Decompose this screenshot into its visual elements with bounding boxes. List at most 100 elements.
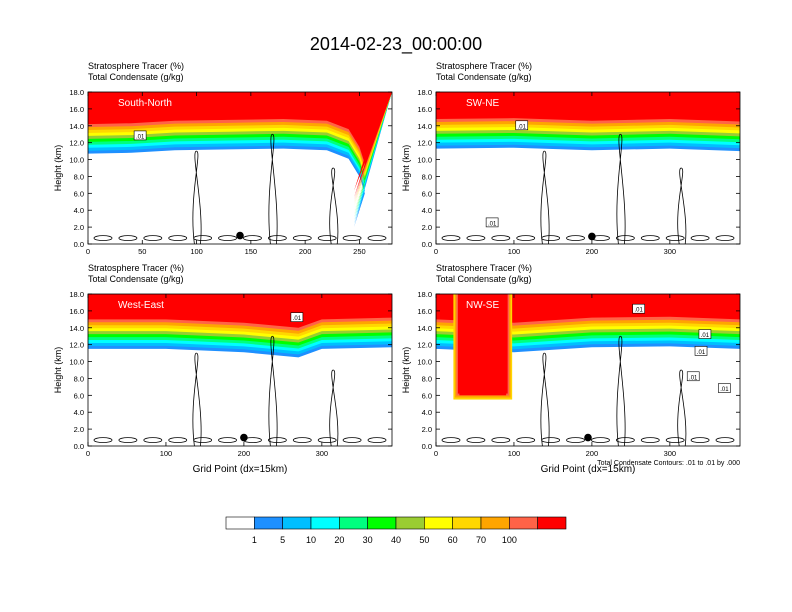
contour-label: .01 — [518, 124, 527, 130]
condensate-contour — [329, 369, 339, 446]
condensate-contour — [615, 437, 635, 443]
condensate-contour — [640, 235, 660, 241]
condensate-contour — [342, 437, 362, 443]
condensate-contour — [268, 335, 278, 446]
y-tick-label: 14.0 — [417, 324, 432, 333]
x-axis-label: Grid Point (dx=15km) — [193, 464, 288, 475]
inset-label: NW-SE — [466, 300, 499, 311]
condensate-contour — [267, 235, 287, 241]
panel-header-line: Total Condensate (g/kg) — [88, 72, 184, 82]
colorbar-label: 1 — [252, 535, 257, 545]
condensate-contour — [317, 437, 337, 443]
condensate-contour — [267, 437, 287, 443]
condensate-contours — [441, 335, 735, 446]
condensate-contour — [268, 133, 278, 244]
colorbar-swatch — [395, 516, 425, 530]
tracer-band — [88, 92, 392, 198]
panel-header-line: Total Condensate (g/kg) — [436, 274, 532, 284]
contour-label-box — [515, 120, 529, 131]
condensate-contour — [540, 150, 550, 244]
inset-label: West-East — [118, 300, 164, 311]
location-marker — [588, 232, 596, 241]
x-tick-label: 0 — [86, 247, 90, 256]
location-marker — [236, 231, 244, 240]
x-tick-label: 200 — [586, 449, 599, 458]
condensate-contour — [367, 437, 387, 443]
contour-label-box — [686, 371, 700, 382]
condensate-contour — [118, 437, 138, 443]
x-tick-label: 0 — [434, 449, 438, 458]
condensate-contour — [329, 167, 339, 244]
colorbar-swatch — [254, 516, 283, 530]
y-tick-label: 12.0 — [69, 139, 84, 148]
plot-frame — [435, 293, 741, 447]
condensate-contour — [218, 437, 237, 443]
y-tick-label: 12.0 — [417, 341, 432, 350]
y-tick-label: 0.0 — [74, 240, 84, 249]
contour-label: .01 — [701, 333, 710, 339]
plot-frame — [87, 91, 393, 245]
condensate-contour — [677, 167, 687, 244]
condensate-contour — [168, 235, 188, 241]
condensate-contour — [715, 235, 735, 241]
x-tick-label: 0 — [86, 449, 90, 458]
condensate-contour — [591, 437, 610, 443]
condensate-contour — [616, 335, 626, 446]
condensate-contour — [616, 133, 626, 244]
panel-4: Stratosphere Tracer (%)Total Condensate … — [401, 263, 741, 475]
y-tick-label: 6.0 — [74, 391, 84, 400]
x-tick-label: 250 — [353, 247, 366, 256]
x-tick-label: 300 — [664, 449, 677, 458]
condensate-contour — [218, 235, 237, 241]
colorbar-label: 40 — [391, 535, 401, 545]
panel-header-line: Stratosphere Tracer (%) — [88, 61, 184, 71]
colorbar-swatch — [310, 516, 340, 530]
condensate-contour — [690, 235, 710, 241]
colorbar-swatch — [537, 516, 567, 530]
x-tick-label: 50 — [138, 247, 146, 256]
colorbar-swatch — [424, 516, 453, 530]
y-tick-label: 10.0 — [69, 358, 84, 367]
inset-label: South-North — [118, 98, 172, 109]
condensate-contour — [93, 437, 113, 443]
condensate-contours — [441, 133, 735, 244]
colorbar-swatch — [480, 516, 510, 530]
colorbar-swatch — [282, 516, 312, 530]
condensate-contour — [516, 437, 536, 443]
condensate-contour — [441, 437, 461, 443]
y-tick-label: 6.0 — [74, 189, 84, 198]
y-tick-label: 10.0 — [69, 156, 84, 165]
y-tick-label: 0.0 — [422, 240, 432, 249]
y-tick-label: 4.0 — [422, 408, 432, 417]
x-tick-label: 150 — [245, 247, 258, 256]
condensate-contour — [540, 352, 550, 446]
y-axis-label: Height (km) — [401, 145, 411, 192]
y-tick-label: 18.0 — [417, 88, 432, 97]
plot-frame — [87, 293, 393, 447]
y-tick-label: 2.0 — [422, 223, 432, 232]
condensate-contour — [677, 369, 687, 446]
condensate-contour — [566, 437, 585, 443]
condensate-contour — [665, 235, 685, 241]
y-tick-label: 2.0 — [422, 425, 432, 434]
contour-label: .01 — [293, 316, 302, 322]
tracer-core — [88, 294, 392, 322]
condensate-contour — [192, 352, 202, 446]
y-tick-label: 14.0 — [69, 122, 84, 131]
colorbar: 1 5 10 20 30 40 50 60 70 100 — [225, 516, 567, 545]
plot-area: .01 .01 — [436, 92, 740, 244]
condensate-contour — [566, 235, 585, 241]
y-tick-label: 10.0 — [417, 156, 432, 165]
panel-3: Stratosphere Tracer (%)Total Condensate … — [53, 263, 393, 475]
y-tick-label: 16.0 — [417, 105, 432, 114]
colorbar-swatch — [225, 516, 255, 530]
y-tick-label: 12.0 — [417, 139, 432, 148]
y-tick-label: 16.0 — [69, 307, 84, 316]
y-tick-label: 6.0 — [422, 391, 432, 400]
panel-header-line: Total Condensate (g/kg) — [88, 274, 184, 284]
condensate-contour — [243, 235, 262, 241]
contour-label-box — [698, 329, 712, 339]
condensate-contour — [466, 235, 486, 241]
y-tick-label: 0.0 — [74, 442, 84, 451]
